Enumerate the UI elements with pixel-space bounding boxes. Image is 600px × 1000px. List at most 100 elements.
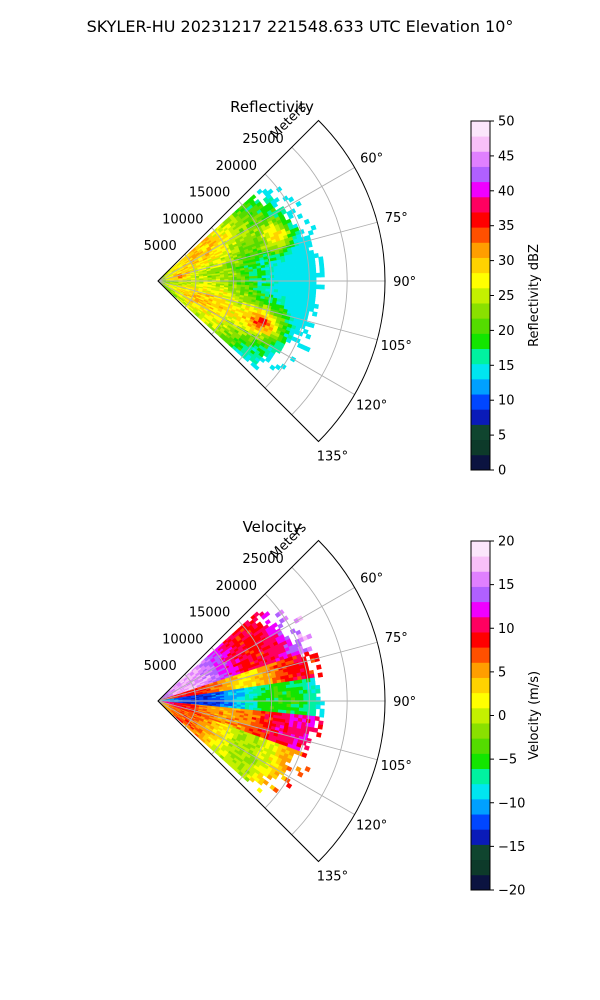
colorbar-segment xyxy=(471,738,490,754)
reflectivity-tick-labels: 5000 10000 15000 20000 25000 60° 75° 90° 105° 120… xyxy=(144,132,417,464)
field-cell xyxy=(282,703,288,708)
colorbar-segment xyxy=(471,874,490,891)
field-cell xyxy=(299,704,304,709)
field-cell xyxy=(316,664,322,670)
field-cell xyxy=(286,283,292,288)
reflectivity-colorbar: 0 5 10 15 20 25 30 35 40 45 50 xyxy=(470,115,515,479)
field-cell xyxy=(305,333,312,340)
field-cell xyxy=(317,724,324,730)
colorbar-segment xyxy=(471,753,490,770)
field-cell xyxy=(278,277,284,282)
field-cell xyxy=(286,694,292,699)
sector-frame xyxy=(157,119,386,443)
colorbar-segment xyxy=(471,844,490,861)
colorbar-tick-label: 20 xyxy=(498,535,515,550)
field-cell xyxy=(306,646,313,652)
field-cell xyxy=(311,269,317,274)
field-cell xyxy=(285,337,292,344)
field-cell xyxy=(278,271,284,276)
colorbar-segment xyxy=(471,829,490,845)
azimuth-tick-label: 105° xyxy=(381,339,412,354)
azimuth-tick-label: 135° xyxy=(317,869,348,884)
field-cell xyxy=(303,700,309,705)
field-cell xyxy=(319,708,325,714)
field-cell xyxy=(307,284,313,289)
field-cell xyxy=(290,700,296,705)
field-cell xyxy=(290,703,296,709)
colorbar-tick-label: 50 xyxy=(498,115,515,130)
field-cell xyxy=(298,686,304,691)
colorbar-tick-label: −5 xyxy=(498,753,517,768)
field-cell xyxy=(316,732,322,738)
field-cell xyxy=(267,188,274,195)
colorbar-segment xyxy=(471,151,490,167)
field-cell xyxy=(287,213,294,220)
field-cell xyxy=(307,704,313,709)
field-cell xyxy=(298,270,304,275)
velocity-title: Velocity xyxy=(243,518,302,536)
azimuth-gridline xyxy=(157,221,378,282)
velocity-colorbar: −20 −15 −10 −5 0 5 10 15 20 xyxy=(470,535,525,899)
field-cell xyxy=(307,689,313,694)
field-cell xyxy=(303,277,309,282)
field-cell xyxy=(315,696,321,702)
field-cell xyxy=(286,690,292,696)
colorbar-tick-label: 45 xyxy=(498,149,515,164)
field-cell xyxy=(312,727,319,733)
field-cell xyxy=(290,280,296,285)
colorbar-segment xyxy=(471,662,490,678)
field-cell xyxy=(282,283,288,288)
colorbar-segment xyxy=(471,692,490,709)
azimuth-tick-label: 90° xyxy=(393,695,416,710)
field-cell xyxy=(278,280,284,285)
field-cell xyxy=(311,700,317,706)
velocity-grid xyxy=(157,539,386,863)
field-cell xyxy=(278,283,284,288)
field-cell xyxy=(319,272,325,278)
field-cell xyxy=(277,622,284,629)
reflectivity-grid xyxy=(157,119,386,443)
field-cell xyxy=(311,311,318,317)
field-cell xyxy=(313,253,319,259)
azimuth-tick-label: 75° xyxy=(385,211,408,226)
radial-tick-label: 5000 xyxy=(144,659,177,674)
field-cell xyxy=(286,697,292,702)
field-cell xyxy=(302,686,308,691)
colorbar-segment xyxy=(471,242,490,258)
field-cell xyxy=(307,280,313,286)
reflectivity-colorbar-label: Reflectivity dBZ xyxy=(527,244,542,347)
field-cell xyxy=(311,708,317,713)
colorbar-segment xyxy=(471,601,490,618)
field-cell xyxy=(259,357,266,364)
field-cell xyxy=(319,264,325,270)
field-cell xyxy=(294,270,300,275)
field-cell xyxy=(278,691,284,696)
radial-tick-label: 15000 xyxy=(189,606,230,621)
radial-tick-label: 25000 xyxy=(242,132,283,147)
field-cell xyxy=(307,696,313,702)
field-cell xyxy=(278,274,284,279)
field-cell xyxy=(286,703,292,708)
field-cell xyxy=(290,693,296,699)
field-cell xyxy=(282,694,288,699)
colorbar-segment xyxy=(471,814,490,830)
field-cell xyxy=(302,266,308,271)
field-cell xyxy=(290,690,296,695)
field-cell xyxy=(274,274,279,279)
colorbar-segment xyxy=(471,212,490,228)
field-cell xyxy=(319,700,325,706)
reflectivity-title: Reflectivity xyxy=(230,98,314,116)
field-cell xyxy=(294,700,300,705)
colorbar-segment xyxy=(471,723,490,739)
field-cell xyxy=(286,700,292,705)
field-cell xyxy=(264,619,271,626)
field-cell xyxy=(286,270,292,276)
field-cell xyxy=(307,269,313,274)
field-cell xyxy=(307,708,313,713)
colorbar-segment xyxy=(471,121,490,137)
azimuth-gridline xyxy=(157,280,378,341)
field-cell xyxy=(315,284,321,290)
azimuth-tick-label: 75° xyxy=(385,631,408,646)
field-cell xyxy=(290,283,296,289)
field-cell xyxy=(264,356,271,363)
